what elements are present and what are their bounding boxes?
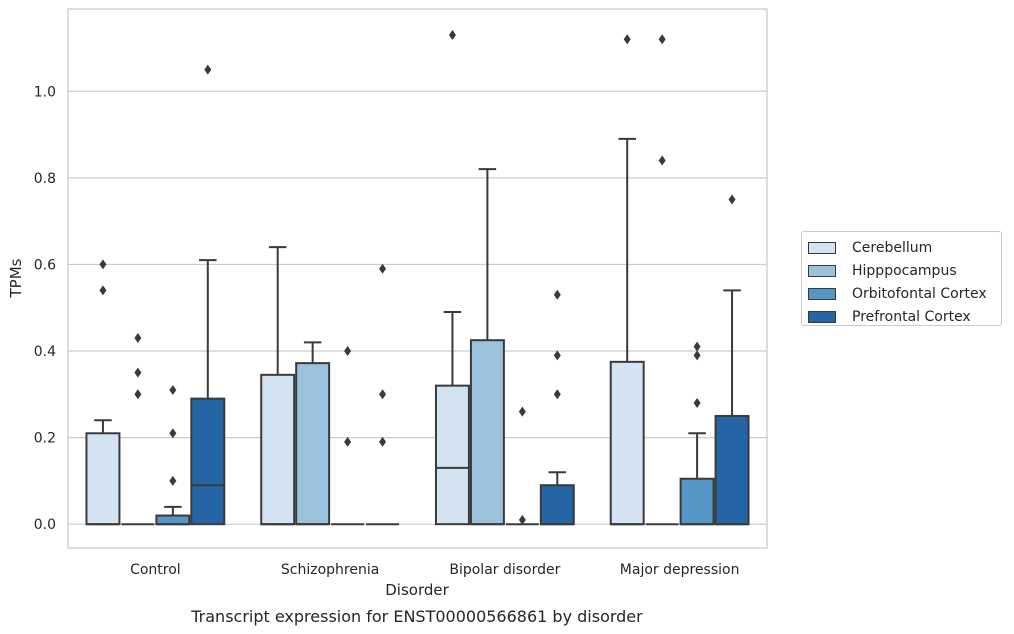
box-3-1 [645, 34, 679, 526]
boxes-layer [85, 29, 750, 526]
legend-swatch [808, 287, 836, 300]
y-tick-label: 0.8 [34, 171, 56, 187]
plot-frame [67, 8, 768, 549]
box-body [190, 397, 226, 526]
legend-label: Hipppocampus [852, 262, 957, 279]
box-body [539, 484, 575, 526]
box-3-2 [679, 341, 715, 526]
legend-swatch [808, 264, 836, 277]
legend-item: Hipppocampus [808, 259, 1001, 282]
outlier-point [344, 436, 352, 447]
outlier-point [344, 346, 352, 357]
outlier-point [623, 34, 631, 45]
legend-label: Cerebellum [852, 239, 933, 256]
y-axis-label: TPMs [7, 258, 25, 298]
outlier-point [448, 29, 456, 40]
outlier-point [553, 389, 561, 400]
box-2-0 [434, 29, 470, 526]
outlier-point [693, 341, 701, 352]
legend: Cerebellum Hipppocampus Orbitofontal Corte… [801, 231, 1002, 326]
box-body [679, 477, 715, 526]
box-3-3 [714, 194, 750, 526]
outlier-point [553, 350, 561, 361]
box-body [469, 339, 505, 526]
box-body [609, 360, 645, 526]
outlier-point [204, 64, 212, 75]
outlier-point [169, 475, 177, 486]
outlier-point [134, 389, 142, 400]
box-2-2 [505, 406, 539, 526]
box-body [295, 362, 331, 526]
box-1-3 [366, 263, 400, 526]
box-0-0 [85, 259, 121, 526]
x-tick-label: Major depression [620, 562, 740, 578]
y-tick-label: 0.0 [34, 517, 56, 533]
box-body [85, 432, 121, 526]
box-1-1 [295, 341, 331, 526]
ticks-layer: 0.0 0.2 0.4 0.6 0.8 1.0 Control Schizophrenia Bi… [34, 84, 740, 578]
outlier-point [518, 514, 526, 525]
outlier-point [134, 333, 142, 344]
legend-item: Cerebellum [808, 236, 1001, 259]
box-body [434, 384, 470, 526]
y-tick-label: 0.4 [34, 344, 56, 360]
outlier-point [169, 384, 177, 395]
box-0-2 [155, 384, 191, 526]
box-1-2 [331, 346, 365, 526]
legend-swatch [808, 241, 836, 254]
outlier-point [693, 350, 701, 361]
y-tick-label: 0.2 [34, 431, 56, 447]
outlier-point [379, 263, 387, 274]
outlier-point [518, 406, 526, 417]
legend-item: Orbitofontal Cortex [808, 282, 1001, 305]
outlier-point [693, 397, 701, 408]
y-tick-label: 1.0 [34, 84, 56, 100]
outlier-point [99, 285, 107, 296]
box-1-0 [260, 246, 296, 526]
outlier-point [553, 289, 561, 300]
box-body [260, 373, 296, 526]
box-3-0 [609, 34, 645, 526]
box-2-1 [469, 168, 505, 526]
legend-label: Orbitofontal Cortex [852, 285, 987, 302]
outlier-point [658, 155, 666, 166]
box-body [714, 414, 750, 526]
outlier-point [728, 194, 736, 205]
x-tick-label: Schizophrenia [281, 562, 379, 578]
box-body [155, 514, 191, 526]
y-tick-label: 0.6 [34, 257, 56, 273]
outlier-point [134, 367, 142, 378]
box-0-1 [121, 333, 155, 526]
outlier-point [169, 428, 177, 439]
box-0-3 [190, 64, 226, 526]
x-tick-label: Bipolar disorder [449, 562, 560, 578]
x-axis-label: Disorder [385, 581, 449, 599]
chart-title: Transcript expression for ENST0000056686… [190, 607, 643, 626]
outlier-point [99, 259, 107, 270]
x-tick-label: Control [130, 562, 181, 578]
legend-item: Prefrontal Cortex [808, 305, 1001, 328]
legend-label: Prefrontal Cortex [852, 308, 971, 325]
outlier-point [379, 389, 387, 400]
outlier-point [658, 34, 666, 45]
legend-swatch [808, 310, 836, 323]
box-2-3 [539, 289, 575, 526]
outlier-point [379, 436, 387, 447]
